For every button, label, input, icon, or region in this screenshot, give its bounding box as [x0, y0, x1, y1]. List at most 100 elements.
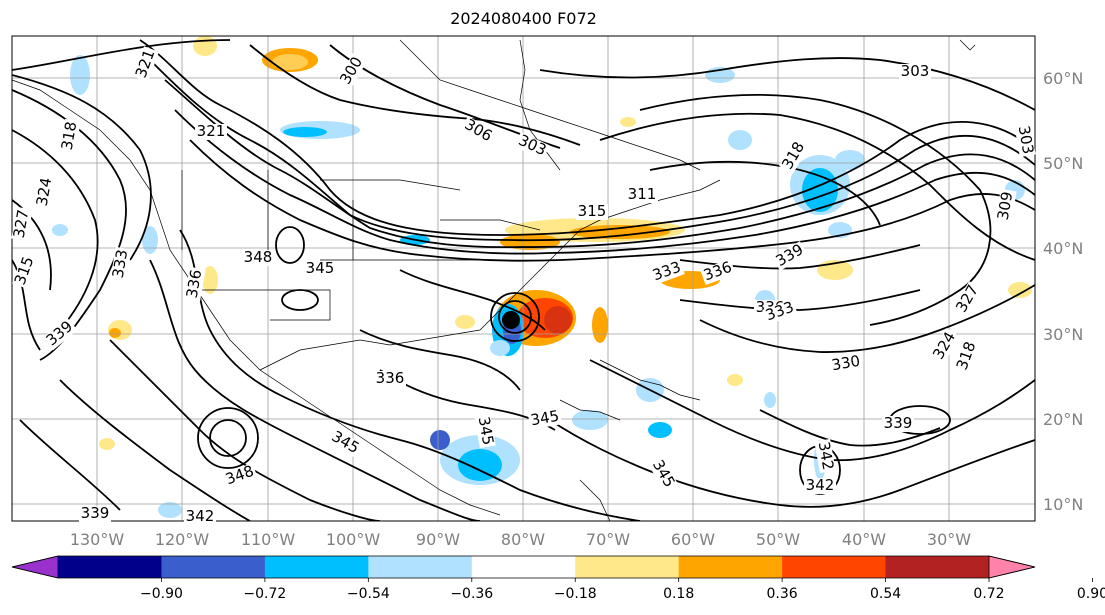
contour-label-bg — [626, 187, 658, 203]
contour-label: 342 — [186, 507, 215, 525]
map-title: 2024080400 F072 — [450, 9, 597, 28]
contour-label: 315 — [578, 202, 607, 220]
contour-label: 345 — [475, 415, 498, 446]
contour-label-bg — [42, 317, 78, 351]
contour-label: 342 — [815, 440, 838, 471]
contour-label: 318 — [58, 120, 81, 151]
colorbar-segment — [782, 556, 887, 578]
latitude-label: 20°N — [1043, 410, 1083, 429]
contour-label-bg — [222, 463, 258, 489]
colorbar — [11, 555, 1036, 579]
contour-label-bg — [1014, 122, 1036, 158]
contour-label: 303 — [1015, 124, 1038, 155]
contour-label-bg — [11, 206, 33, 242]
colorbar-extend-min — [11, 555, 59, 579]
colorbar-segment — [575, 556, 680, 578]
contour-label-bg — [133, 46, 159, 82]
contour-label-bg — [34, 174, 56, 210]
longitude-label: 90°W — [416, 530, 460, 549]
contour-label: 342 — [806, 476, 835, 494]
colorbar-tick-label: −0.90 — [140, 586, 183, 602]
latitude-label: 10°N — [1043, 495, 1083, 514]
contour-label-bg — [474, 413, 496, 449]
contour-label-bg — [374, 371, 406, 387]
contour-label-bg — [648, 456, 678, 492]
colorbar-tick-label: −0.36 — [450, 586, 493, 602]
contour-label: 348 — [244, 248, 273, 266]
colorbar-tick-label: 0.36 — [767, 586, 798, 602]
contour-label: 309 — [994, 190, 1017, 221]
latitude-label: 60°N — [1043, 69, 1083, 88]
colorbar-segment — [161, 556, 266, 578]
contour-label-bg — [576, 204, 608, 220]
contour-label-bg — [930, 328, 960, 364]
contour-label-bg — [195, 124, 227, 140]
contour-label: 336 — [376, 369, 405, 387]
colorbar-tick-label: −0.54 — [347, 586, 390, 602]
contour-label-bg — [527, 408, 563, 430]
colorbar-segment — [58, 556, 162, 578]
contour-label-bg — [762, 299, 798, 325]
contour-label-bg — [514, 131, 550, 161]
colorbar-segment — [678, 556, 783, 578]
contour-label: 345 — [529, 407, 560, 430]
contour-label-bg — [953, 281, 983, 317]
colorbar-segment — [368, 556, 473, 578]
contour-label-bg — [79, 506, 111, 522]
contour-label-bg — [899, 64, 931, 80]
map-frame — [11, 35, 1036, 522]
contour-label: 311 — [628, 185, 657, 203]
contour-label: 327 — [10, 208, 33, 239]
contour-label-bg — [804, 478, 836, 494]
colorbar-tick-label: 0.54 — [870, 586, 901, 602]
colorbar-tick-label: 0.90 — [1077, 586, 1105, 602]
contour-label-bg — [649, 259, 685, 285]
colorbar-segment — [264, 556, 369, 578]
contour-label: 333 — [109, 248, 132, 279]
contour-label-bg — [59, 118, 81, 154]
colorbar-segment — [471, 556, 576, 578]
longitude-label: 30°W — [927, 530, 971, 549]
longitude-label: 130°W — [70, 530, 125, 549]
contour-label: 324 — [33, 176, 56, 207]
contour-label: 321 — [197, 122, 226, 140]
contour-label-bg — [242, 250, 274, 266]
contour-label: 336 — [183, 268, 206, 299]
latitude-label: 50°N — [1043, 154, 1083, 173]
contour-label-bg — [460, 116, 496, 146]
contour-label: 345 — [306, 259, 335, 277]
contour-label-bg — [304, 261, 336, 277]
contour-label-bg — [828, 353, 864, 375]
contour-label-bg — [184, 266, 206, 302]
longitude-label: 120°W — [155, 530, 210, 549]
longitude-label: 60°W — [671, 530, 715, 549]
colorbar-tick-label: −0.72 — [243, 586, 286, 602]
gridlines — [12, 36, 1035, 521]
colorbar-extend-max — [988, 555, 1036, 579]
contour-label-bg — [995, 188, 1017, 224]
contour-label: 339 — [884, 414, 913, 432]
contour-label-bg — [700, 259, 736, 285]
contour-label-bg — [779, 138, 809, 174]
colorbar-outline — [11, 555, 1036, 579]
colorbar-tick-label: 0.18 — [663, 586, 694, 602]
colorbar-tick-label: −0.18 — [554, 586, 597, 602]
longitude-label: 70°W — [586, 530, 630, 549]
longitude-label: 110°W — [241, 530, 296, 549]
contour-label-bg — [184, 509, 216, 525]
colorbar-segment — [885, 556, 990, 578]
contour-label-bg — [814, 438, 836, 474]
colorbar-tick-labels: −0.90 −0.72 −0.54 −0.36 −0.18 0.18 0.36 0.54 0.7… — [140, 578, 1105, 602]
latitude-label: 30°N — [1043, 325, 1083, 344]
storm-center-marker — [502, 311, 520, 329]
contour-label: 339 — [81, 504, 110, 522]
latitude-labels: 60°N 50°N 40°N 30°N 20°N 10°N — [1043, 69, 1083, 514]
longitude-label: 40°W — [842, 530, 886, 549]
contour-label-bg — [327, 428, 363, 458]
contour-label-bg — [772, 241, 808, 271]
longitude-label: 100°W — [326, 530, 381, 549]
contour-label-bg — [954, 338, 980, 374]
longitude-label: 80°W — [501, 530, 545, 549]
contour-label-bg — [337, 53, 367, 89]
